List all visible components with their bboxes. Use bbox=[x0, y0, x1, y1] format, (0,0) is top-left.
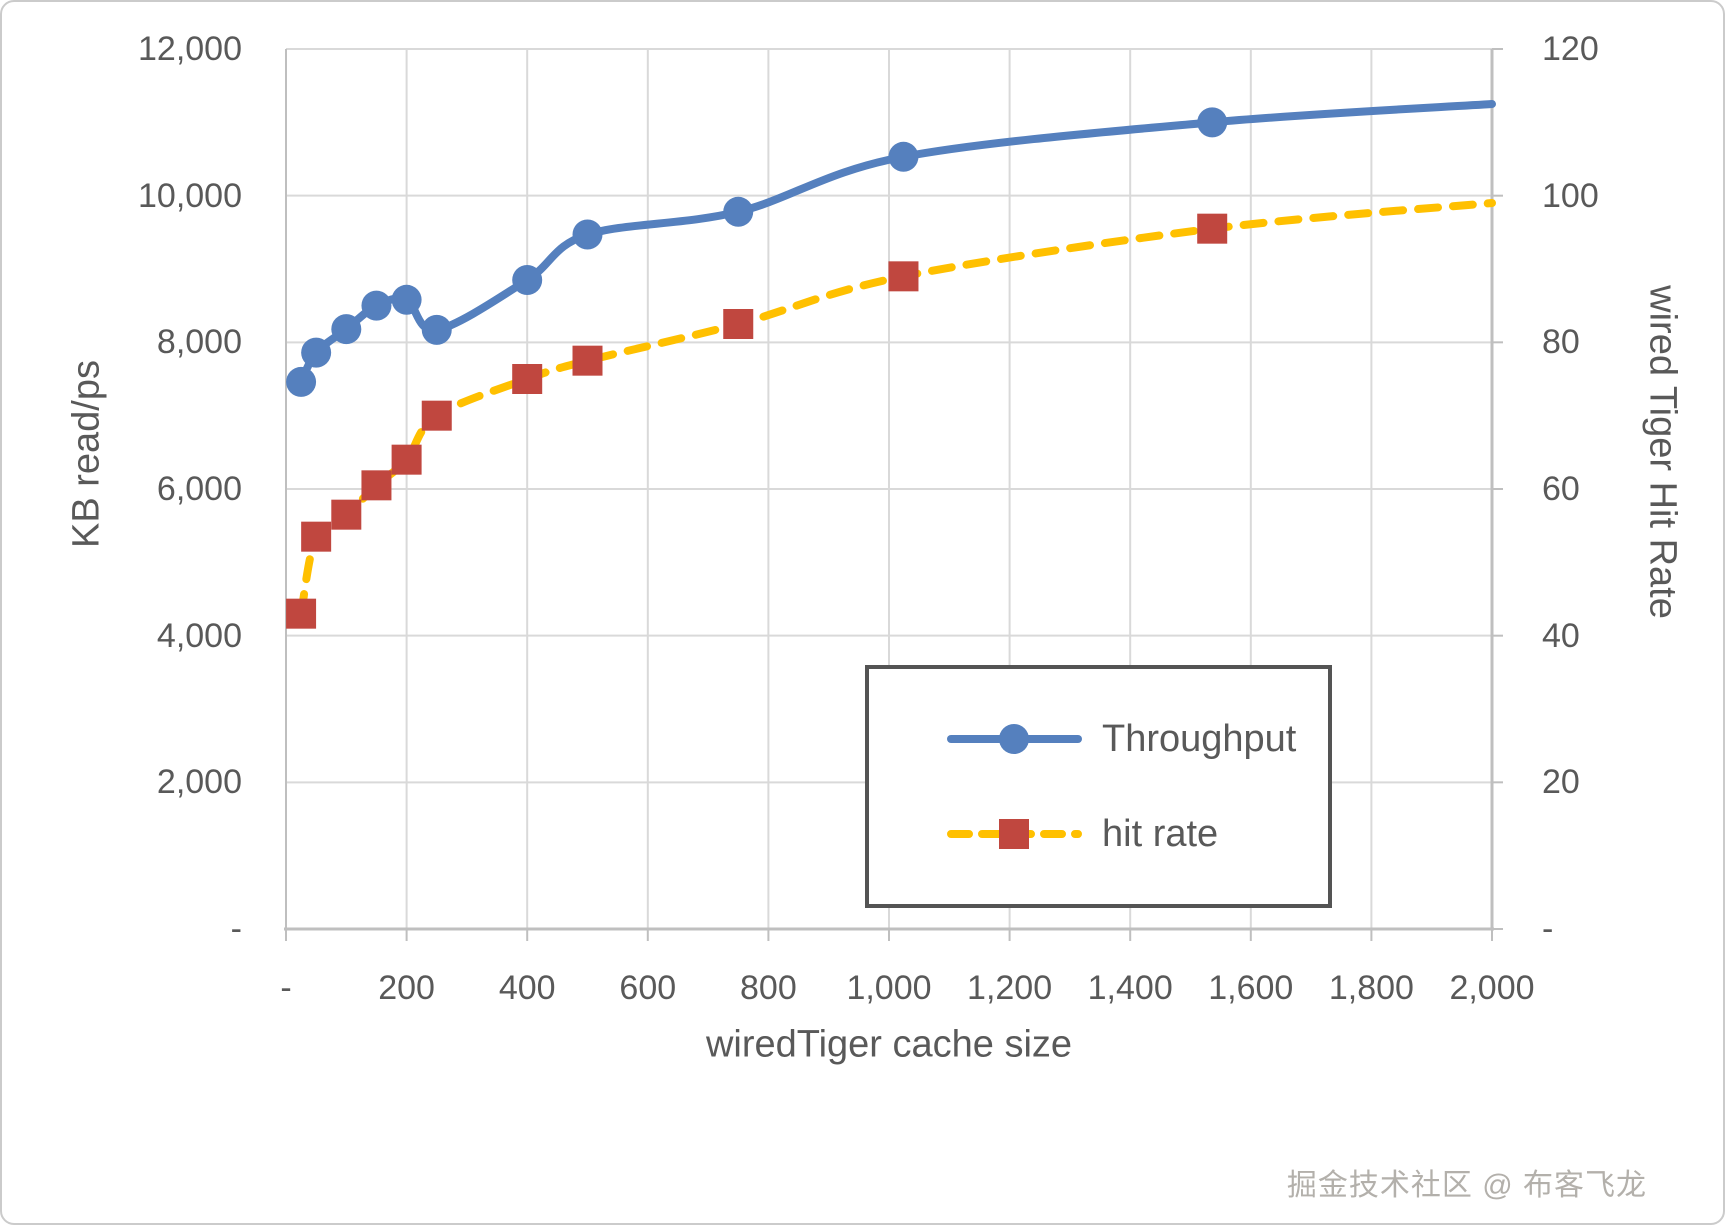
throughput-line-swatch-icon bbox=[947, 724, 1082, 754]
data-point-marker-square bbox=[723, 309, 754, 339]
data-point-marker-square bbox=[512, 364, 543, 394]
y-left-tick-label: 12,000 bbox=[138, 30, 242, 68]
legend: Throughput hit rate bbox=[865, 665, 1332, 908]
x-tick-label: 800 bbox=[740, 969, 797, 1007]
y-right-tick-label: 40 bbox=[1542, 616, 1580, 655]
legend-item-hit-rate: hit rate bbox=[947, 813, 1328, 856]
y-left-tick-label: 10,000 bbox=[138, 176, 242, 215]
watermark: 掘金技术社区 @ 布客飞龙 bbox=[1286, 1169, 1647, 1202]
legend-item-throughput: Throughput bbox=[947, 718, 1328, 761]
right-axis-title: wired Tiger Hit Rate bbox=[1641, 285, 1684, 619]
y-right-tick-label: 80 bbox=[1542, 323, 1580, 362]
x-tick-label: 1,600 bbox=[1208, 969, 1294, 1007]
y-left-tick-label: 6,000 bbox=[156, 470, 242, 508]
x-tick-label: 1,800 bbox=[1328, 969, 1414, 1007]
y-right-tick-label: 60 bbox=[1542, 470, 1580, 508]
y-right-tick-label: - bbox=[1542, 910, 1554, 948]
data-point-marker-square bbox=[888, 261, 919, 292]
data-point-marker-circle bbox=[421, 314, 452, 345]
x-tick-label: 1,400 bbox=[1087, 969, 1173, 1007]
x-tick-label: 200 bbox=[378, 969, 435, 1007]
data-point-marker-circle bbox=[286, 366, 317, 397]
y-left-tick-label: 4,000 bbox=[156, 616, 242, 655]
data-point-marker-circle bbox=[572, 219, 603, 250]
data-point-marker-square bbox=[421, 400, 452, 431]
x-tick-label: 1,200 bbox=[967, 969, 1053, 1007]
legend-swatch-square-marker bbox=[999, 819, 1029, 849]
data-point-marker-square bbox=[286, 598, 317, 629]
data-point-marker-square bbox=[301, 521, 332, 552]
y-left-tick-label: 2,000 bbox=[156, 763, 242, 802]
data-point-marker-square bbox=[572, 345, 603, 376]
data-point-marker-square bbox=[391, 444, 422, 475]
data-point-marker-square bbox=[1197, 213, 1228, 244]
y-left-tick-label: 8,000 bbox=[156, 323, 242, 362]
x-axis-title: wiredTiger cache size bbox=[705, 1023, 1073, 1066]
y-left-tick-label: - bbox=[230, 910, 242, 948]
left-axis-title: KB read/ps bbox=[65, 360, 108, 548]
x-tick-label: - bbox=[280, 969, 292, 1007]
x-tick-label: 2,000 bbox=[1449, 969, 1535, 1007]
x-tick-label: 1,000 bbox=[846, 969, 932, 1007]
data-point-marker-circle bbox=[331, 314, 362, 345]
legend-label-hit-rate: hit rate bbox=[1102, 812, 1219, 855]
data-point-marker-circle bbox=[1197, 107, 1228, 138]
data-point-marker-circle bbox=[723, 196, 754, 227]
y-right-tick-label: 120 bbox=[1542, 30, 1599, 68]
data-point-marker-circle bbox=[512, 265, 543, 295]
hit-rate-line-swatch-icon bbox=[947, 819, 1082, 849]
data-point-marker-circle bbox=[391, 284, 422, 315]
data-point-marker-circle bbox=[361, 290, 392, 321]
legend-swatch-circle-marker bbox=[999, 724, 1029, 754]
data-point-marker-square bbox=[331, 499, 362, 530]
y-right-tick-label: 20 bbox=[1542, 763, 1580, 802]
data-point-marker-circle bbox=[301, 337, 332, 368]
x-tick-label: 400 bbox=[498, 969, 556, 1007]
y-right-tick-label: 100 bbox=[1542, 176, 1599, 215]
legend-label-throughput: Throughput bbox=[1102, 717, 1297, 760]
data-point-marker-circle bbox=[888, 141, 919, 172]
x-tick-label: 600 bbox=[619, 969, 677, 1007]
data-point-marker-square bbox=[361, 470, 392, 501]
